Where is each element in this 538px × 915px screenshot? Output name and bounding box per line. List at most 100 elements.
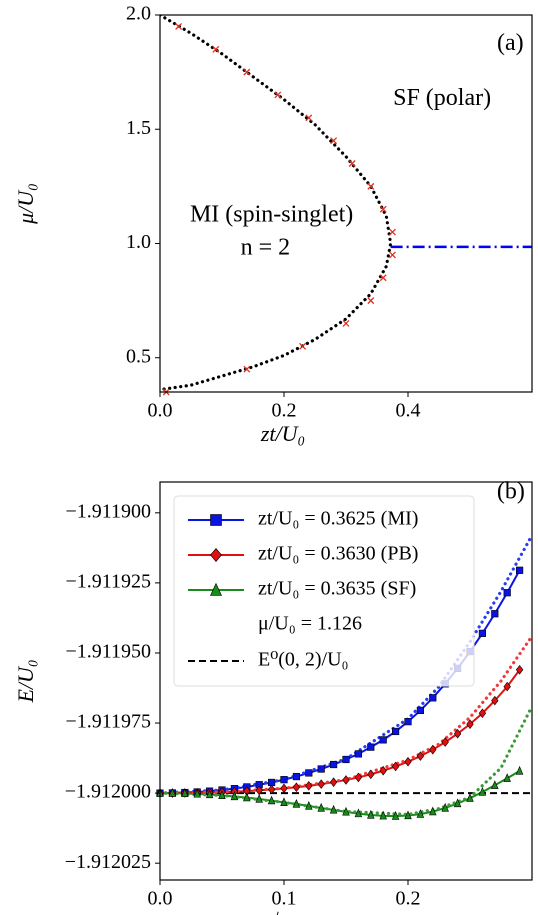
marker	[389, 251, 396, 259]
marker	[466, 719, 474, 729]
marker	[391, 811, 400, 820]
marker	[515, 566, 524, 574]
marker	[453, 728, 462, 739]
legend-box	[173, 495, 475, 687]
x-tick-label: 0.4	[396, 400, 421, 422]
marker	[181, 788, 189, 797]
legend-note: μ/U₀ = 1.126	[258, 613, 362, 635]
marker	[329, 760, 338, 769]
marker	[210, 582, 222, 596]
y-tick-label: −1.912000	[65, 781, 151, 803]
x-tick-label: 0.2	[396, 888, 421, 910]
marker	[491, 610, 499, 618]
marker	[404, 756, 412, 767]
marker	[299, 342, 307, 350]
marker	[317, 779, 325, 789]
marker	[292, 772, 301, 781]
x-tick-label: 0.0	[148, 400, 173, 422]
marker	[379, 810, 387, 820]
plot-area	[160, 15, 532, 392]
marker	[391, 727, 400, 736]
marker	[243, 68, 251, 76]
marker	[367, 297, 375, 305]
marker	[243, 792, 251, 802]
x-axis-label: √nc	[267, 909, 300, 915]
marker	[367, 809, 375, 819]
x-tick-label: 0.2	[272, 400, 297, 422]
legend-label: zt/U₀ = 0.3635 (SF)	[258, 578, 416, 600]
annotation: (a)	[497, 30, 524, 56]
marker	[255, 793, 263, 803]
marker	[466, 793, 474, 802]
series-line	[160, 669, 521, 795]
marker	[305, 114, 313, 122]
marker	[441, 802, 449, 812]
marker	[193, 788, 201, 798]
marker	[367, 182, 375, 190]
marker	[280, 783, 288, 794]
y-tick-label: 0.5	[126, 345, 151, 367]
y-tick-label: −1.911925	[65, 570, 151, 592]
series-line	[160, 704, 532, 817]
marker	[354, 772, 363, 783]
marker	[267, 795, 276, 805]
marker	[416, 751, 425, 761]
y-tick-label: 1.5	[126, 117, 151, 139]
marker	[441, 737, 449, 747]
marker	[515, 765, 524, 775]
marker	[329, 804, 338, 814]
legend-label: E⁰(0, 2)/U₀	[258, 649, 349, 671]
marker	[478, 708, 487, 719]
marker	[168, 788, 177, 797]
annotation: SF (polar)	[393, 85, 491, 111]
marker	[292, 782, 301, 793]
plot-frame	[159, 481, 533, 881]
x-tick-label: 0.0	[148, 888, 173, 910]
marker	[210, 514, 222, 526]
marker	[478, 786, 487, 796]
marker	[354, 750, 363, 758]
marker	[280, 797, 288, 806]
marker	[305, 769, 313, 777]
marker	[503, 773, 511, 782]
marker	[329, 777, 338, 787]
marker	[274, 91, 282, 99]
marker	[354, 808, 363, 818]
y-tick-label: 1.0	[126, 231, 151, 253]
marker	[367, 769, 375, 780]
marker	[342, 806, 350, 816]
marker	[379, 736, 387, 744]
marker	[429, 806, 437, 816]
marker	[515, 664, 524, 675]
marker	[317, 802, 325, 812]
y-axis-label: μ/U₀	[13, 183, 38, 225]
series-line	[160, 15, 393, 392]
marker	[503, 681, 511, 692]
marker	[305, 781, 313, 791]
marker	[292, 798, 301, 808]
marker	[379, 765, 387, 776]
marker	[317, 765, 325, 773]
y-tick-label: −1.911975	[65, 711, 151, 733]
marker	[404, 810, 412, 820]
marker	[503, 589, 511, 597]
marker	[416, 706, 425, 715]
marker	[389, 228, 396, 236]
marker	[491, 695, 499, 706]
y-axis-label: E/U₀	[13, 659, 38, 703]
annotation: n = 2	[241, 235, 291, 261]
marker	[491, 780, 499, 789]
marker	[218, 790, 226, 799]
plot-frame	[159, 14, 533, 393]
annotation: (b)	[497, 479, 525, 505]
y-tick-label: 2.0	[126, 3, 151, 25]
marker	[429, 744, 437, 755]
marker	[205, 789, 214, 799]
y-tick-label: −1.911950	[65, 641, 151, 663]
marker	[453, 798, 462, 808]
marker	[416, 809, 425, 818]
legend-label: zt/U₀ = 0.3630 (PB)	[258, 543, 418, 565]
marker	[367, 743, 375, 751]
